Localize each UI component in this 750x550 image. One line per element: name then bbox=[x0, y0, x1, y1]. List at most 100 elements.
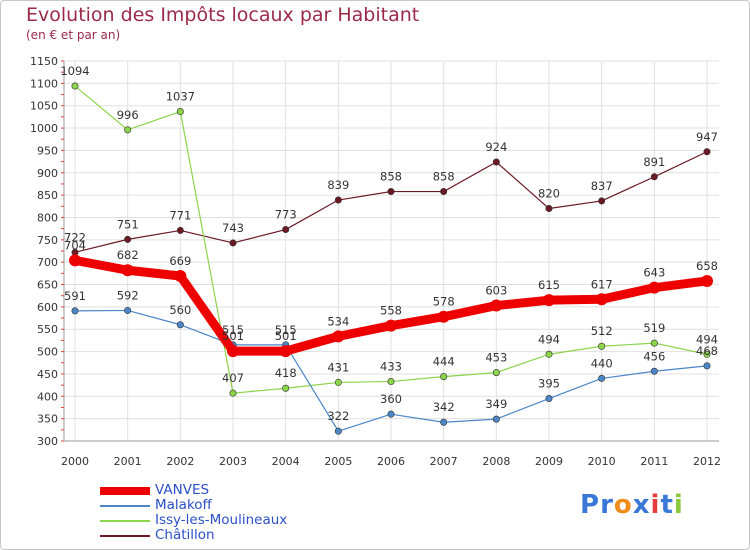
logo-letter: P bbox=[580, 490, 601, 520]
data-point-malakoff bbox=[71, 307, 79, 315]
data-label-vanves: 617 bbox=[591, 277, 613, 291]
data-point-issy-les-moulineaux bbox=[703, 350, 711, 358]
y-tick-label: 900 bbox=[37, 167, 58, 180]
data-label-issy-les-moulineaux: 512 bbox=[591, 324, 613, 338]
data-label-malakoff: 440 bbox=[591, 356, 613, 370]
y-tick-label: 950 bbox=[37, 144, 58, 157]
data-label-vanves: 578 bbox=[433, 295, 455, 309]
data-label-malakoff: 515 bbox=[275, 323, 297, 337]
data-label-issy-les-moulineaux: 519 bbox=[643, 321, 665, 335]
data-point-issy-les-moulineaux bbox=[598, 342, 606, 350]
data-label-ch-tillon: 722 bbox=[64, 230, 86, 244]
data-label-issy-les-moulineaux: 1037 bbox=[166, 90, 195, 104]
data-point-issy-les-moulineaux bbox=[334, 378, 342, 386]
x-tick-label: 2007 bbox=[430, 455, 458, 468]
y-tick-label: 750 bbox=[37, 234, 58, 247]
data-point-vanves bbox=[595, 293, 608, 306]
chart-subtitle: (en € et par an) bbox=[26, 28, 121, 42]
data-label-issy-les-moulineaux: 996 bbox=[117, 108, 139, 122]
x-tick-label: 2012 bbox=[693, 455, 721, 468]
data-label-vanves: 704 bbox=[64, 238, 86, 252]
data-label-ch-tillon: 839 bbox=[327, 178, 349, 192]
data-label-vanves: 501 bbox=[222, 329, 244, 343]
legend-swatch-issy bbox=[100, 520, 150, 522]
data-point-malakoff bbox=[176, 321, 184, 329]
y-tick-label: 1050 bbox=[30, 100, 58, 113]
y-tick-label: 300 bbox=[37, 435, 58, 448]
data-point-malakoff bbox=[703, 362, 711, 370]
data-point-malakoff bbox=[545, 395, 553, 403]
y-tick-label: 850 bbox=[37, 189, 58, 202]
x-tick-label: 2009 bbox=[535, 455, 563, 468]
data-point-vanves bbox=[648, 281, 661, 294]
chart-title: Evolution des Impôts locaux par Habitant bbox=[26, 4, 420, 26]
data-label-malakoff: 591 bbox=[64, 289, 86, 303]
y-tick-label: 450 bbox=[37, 368, 58, 381]
y-tick-label: 600 bbox=[37, 301, 58, 314]
data-label-vanves: 658 bbox=[696, 259, 718, 273]
data-label-malakoff: 592 bbox=[117, 288, 139, 302]
data-label-vanves: 558 bbox=[380, 304, 402, 318]
data-label-malakoff: 560 bbox=[169, 303, 191, 317]
data-point-issy-les-moulineaux bbox=[440, 373, 448, 381]
data-point-vanves bbox=[437, 310, 450, 323]
data-label-issy-les-moulineaux: 1094 bbox=[60, 64, 89, 78]
data-label-vanves: 615 bbox=[538, 278, 560, 292]
logo-letter: o bbox=[613, 490, 633, 520]
y-tick-label: 1000 bbox=[30, 122, 58, 135]
data-label-ch-tillon: 924 bbox=[485, 140, 507, 154]
x-tick-label: 2004 bbox=[272, 455, 300, 468]
y-tick-label: 500 bbox=[37, 346, 58, 359]
x-tick-label: 2001 bbox=[114, 455, 142, 468]
data-label-malakoff: 395 bbox=[538, 377, 560, 391]
data-point-ch-tillon bbox=[334, 196, 342, 204]
data-label-ch-tillon: 947 bbox=[696, 130, 718, 144]
data-point-ch-tillon bbox=[598, 197, 606, 205]
legend-label-chatillon: Châtillon bbox=[155, 527, 215, 543]
data-point-vanves bbox=[490, 299, 503, 312]
data-label-vanves: 501 bbox=[275, 329, 297, 343]
data-point-ch-tillon bbox=[387, 188, 395, 196]
data-label-issy-les-moulineaux: 494 bbox=[538, 332, 560, 346]
legend-item-issy: Issy-les-Moulineaux bbox=[100, 512, 360, 528]
data-point-issy-les-moulineaux bbox=[282, 384, 290, 392]
y-tick-label: 1100 bbox=[30, 77, 58, 90]
data-point-malakoff bbox=[598, 374, 606, 382]
data-point-issy-les-moulineaux bbox=[492, 369, 500, 377]
data-label-issy-les-moulineaux: 433 bbox=[380, 360, 402, 374]
data-label-ch-tillon: 771 bbox=[169, 208, 191, 222]
data-point-vanves bbox=[279, 345, 292, 358]
legend-swatch-vanves bbox=[100, 487, 150, 495]
logo-letter: i bbox=[650, 490, 661, 520]
data-point-issy-les-moulineaux bbox=[545, 350, 553, 358]
data-label-vanves: 603 bbox=[485, 284, 507, 298]
data-label-issy-les-moulineaux: 431 bbox=[327, 360, 349, 374]
data-point-malakoff bbox=[124, 306, 132, 314]
proxiti-logo: Proxiti bbox=[580, 490, 684, 520]
data-point-vanves bbox=[701, 274, 713, 287]
legend-item-chatillon: Châtillon bbox=[100, 527, 360, 543]
data-label-ch-tillon: 837 bbox=[591, 179, 613, 193]
y-tick-label: 650 bbox=[37, 279, 58, 292]
data-label-ch-tillon: 858 bbox=[380, 170, 402, 184]
data-label-ch-tillon: 751 bbox=[117, 217, 139, 231]
x-tick-label: 2010 bbox=[588, 455, 616, 468]
legend-label-vanves: VANVES bbox=[155, 482, 210, 498]
data-label-ch-tillon: 858 bbox=[433, 170, 455, 184]
data-label-ch-tillon: 891 bbox=[643, 155, 665, 169]
x-tick-label: 2006 bbox=[377, 455, 405, 468]
data-label-malakoff: 468 bbox=[696, 344, 718, 358]
data-point-malakoff bbox=[334, 427, 342, 435]
data-point-malakoff bbox=[440, 418, 448, 426]
data-label-malakoff: 342 bbox=[433, 400, 455, 414]
x-tick-label: 2005 bbox=[324, 455, 352, 468]
y-tick-label: 550 bbox=[37, 323, 58, 336]
data-label-issy-les-moulineaux: 453 bbox=[485, 351, 507, 365]
data-label-malakoff: 322 bbox=[327, 409, 349, 423]
data-point-issy-les-moulineaux bbox=[229, 389, 237, 397]
y-tick-label: 1150 bbox=[30, 55, 58, 68]
data-point-vanves bbox=[121, 264, 134, 277]
x-tick-label: 2002 bbox=[166, 455, 194, 468]
data-point-ch-tillon bbox=[282, 226, 290, 234]
data-point-vanves bbox=[69, 254, 81, 267]
